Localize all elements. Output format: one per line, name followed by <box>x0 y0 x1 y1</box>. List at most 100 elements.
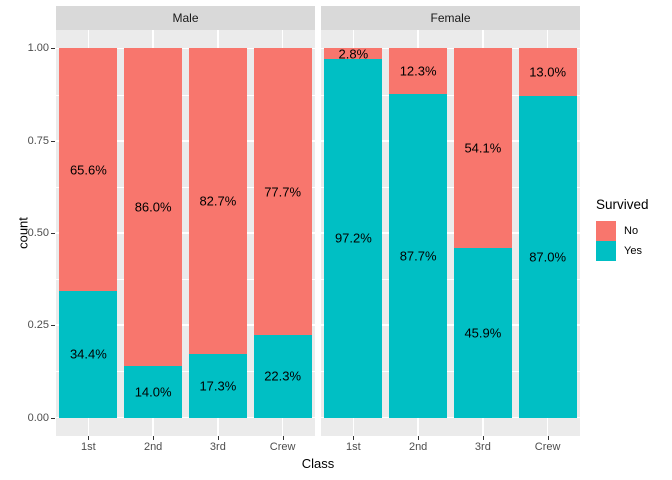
bar-segment-no <box>59 48 118 291</box>
gridline-major <box>56 47 315 50</box>
x-tick-label: 3rd <box>209 441 226 453</box>
bar-label-no: 65.6% <box>69 162 107 178</box>
bar-label-no: 86.0% <box>134 199 172 215</box>
bar-segment-yes <box>389 93 448 418</box>
y-tick <box>51 417 55 419</box>
bar-segment-no <box>389 48 448 94</box>
gridline-major <box>56 416 315 419</box>
bar-segment-no <box>124 48 183 366</box>
bar-segment-no <box>453 48 512 249</box>
bar-label-yes: 97.2% <box>334 230 372 246</box>
legend-title: Survived <box>596 197 649 212</box>
bar-segment-yes <box>453 248 512 418</box>
bar-label-yes: 22.3% <box>264 368 302 384</box>
x-tick-label: Crew <box>269 441 296 453</box>
legend-swatch-no <box>596 221 616 241</box>
x-tick-label: 1st <box>346 441 361 453</box>
bar-female-1st <box>324 48 383 418</box>
bar-female-3rd <box>453 48 512 418</box>
bar-label-no: 12.3% <box>399 63 437 79</box>
y-tick <box>51 48 55 50</box>
bar-segment-yes <box>59 290 118 418</box>
x-tick <box>88 436 90 440</box>
facet-strip-female: Female <box>321 6 580 30</box>
gridline-minor <box>321 94 580 96</box>
legend-swatch-yes <box>596 241 616 261</box>
legend-label-yes: Yes <box>624 245 642 257</box>
x-tick <box>217 436 219 440</box>
x-tick <box>418 436 420 440</box>
bar-label-yes: 45.9% <box>464 325 502 341</box>
x-tick <box>282 436 284 440</box>
bar-segment-no <box>188 48 247 354</box>
bar-label-yes: 87.0% <box>529 249 567 265</box>
bar-label-yes: 17.3% <box>199 378 237 394</box>
y-tick-label: 0.25 <box>27 319 49 332</box>
facet-strip-label: Female <box>430 11 471 25</box>
y-tick <box>51 233 55 234</box>
bar-segment-no <box>324 48 383 59</box>
legend-label-no: No <box>624 225 639 237</box>
gridline-major <box>321 47 580 50</box>
gridline-major <box>321 139 580 142</box>
gridline-minor <box>56 186 315 188</box>
x-tick-label: 3rd <box>474 441 491 453</box>
gridline-major <box>321 232 580 234</box>
bar-male-crew <box>253 48 312 418</box>
y-tick-label: 1.00 <box>27 42 49 55</box>
gridline-major <box>321 324 580 327</box>
facet-strip-label: Male <box>172 11 199 25</box>
y-tick-label: 0.50 <box>27 227 49 239</box>
bar-label-no: 13.0% <box>529 64 567 80</box>
bar-label-no: 82.7% <box>199 193 237 209</box>
x-tick <box>547 436 549 440</box>
gridline-major <box>321 416 580 419</box>
gridline-minor <box>56 371 315 373</box>
bar-segment-yes <box>518 96 577 418</box>
bar-segment-no <box>253 48 312 336</box>
x-tick-label: Crew <box>534 441 561 453</box>
facet-panel-male: 65.6% 34.4% 86.0% 14.0% 82.7% 17.3% 77.7% 22.3% <box>56 30 315 436</box>
gridline-major <box>56 139 315 142</box>
facet-strip-male: Male <box>56 6 315 30</box>
bar-label-yes: 34.4% <box>69 346 107 362</box>
bar-male-3rd <box>188 48 247 418</box>
x-tick <box>482 436 484 440</box>
legend-entries: No Yes <box>596 221 649 261</box>
bar-label-no: 2.8% <box>338 46 369 62</box>
y-tick <box>51 325 55 327</box>
gridline-minor <box>321 186 580 188</box>
y-tick <box>51 140 55 142</box>
gridline-minor <box>321 371 580 373</box>
gridline-minor <box>321 279 580 281</box>
facet-panel-female: 2.8% 97.2% 12.3% 87.7% 54.1% 45.9% 13.0% 87.0% <box>321 30 580 436</box>
y-tick-label: 0.00 <box>27 411 49 424</box>
bar-female-2nd <box>389 48 448 418</box>
x-tick-label: 2nd <box>143 441 163 453</box>
bar-label-yes: 14.0% <box>134 384 172 400</box>
bar-label-no: 77.7% <box>264 184 302 200</box>
legend-key-no: No <box>596 221 649 241</box>
x-tick <box>353 436 355 440</box>
bar-segment-no <box>518 48 577 97</box>
bar-segment-yes <box>324 58 383 418</box>
gridline-minor <box>56 279 315 281</box>
legend-key-yes: Yes <box>596 241 649 261</box>
legend: Survived No Yes <box>596 197 649 261</box>
x-tick-label: 2nd <box>408 441 428 453</box>
bar-segment-yes <box>188 353 247 418</box>
bar-segment-yes <box>253 335 312 418</box>
gridline-major <box>56 232 315 234</box>
x-tick <box>153 436 155 440</box>
bar-label-no: 54.1% <box>464 140 502 156</box>
bar-segment-yes <box>124 365 183 418</box>
bar-label-yes: 87.7% <box>399 248 437 264</box>
bar-male-1st <box>59 48 118 418</box>
x-axis-title: Class <box>301 456 335 471</box>
gridline-major <box>56 324 315 327</box>
x-tick-label: 1st <box>81 441 96 453</box>
bar-female-crew <box>518 48 577 418</box>
y-tick-label: 0.75 <box>27 134 49 147</box>
bar-male-2nd <box>124 48 183 418</box>
